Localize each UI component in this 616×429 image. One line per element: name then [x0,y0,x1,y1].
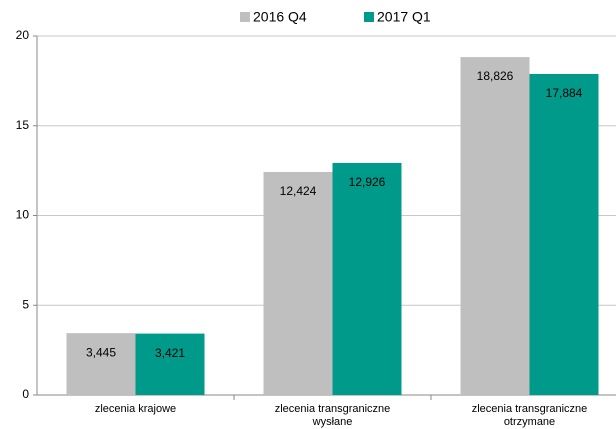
bar [529,73,599,395]
y-tick-label: 5 [22,297,29,311]
x-tick-label: zlecenia transgraniczne otrzymane [471,403,588,428]
legend-label: 2016 Q4 [253,9,307,25]
x-tick-label: zlecenia transgraniczne wysłane [274,403,391,428]
bar [460,57,530,395]
bar [263,171,333,395]
value-label: 17,884 [546,86,583,100]
y-tick-label: 15 [16,118,30,132]
legend-swatch [240,12,250,22]
legend-label: 2017 Q1 [377,9,431,25]
value-label: 3,421 [155,346,185,360]
bar [332,162,402,395]
x-tick-label: zlecenia krajowe [94,403,177,415]
legend-swatch [364,12,374,22]
value-label: 18,826 [477,69,514,83]
value-label: 12,424 [280,184,317,198]
bar [135,333,205,395]
y-tick-label: 20 [16,28,30,42]
value-label: 3,445 [86,345,116,359]
y-tick-label: 10 [16,208,30,222]
y-tick-label: 0 [22,387,29,401]
bar [66,333,136,395]
value-label: 12,926 [349,175,386,189]
